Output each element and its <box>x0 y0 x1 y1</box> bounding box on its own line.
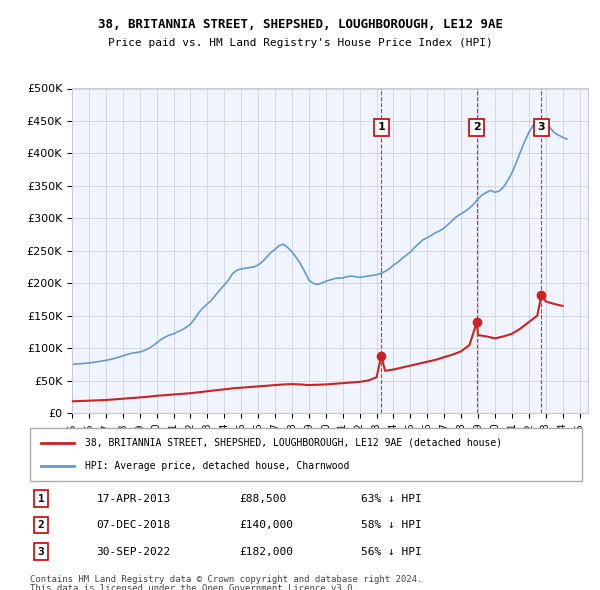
Text: 2: 2 <box>473 123 481 132</box>
Text: 17-APR-2013: 17-APR-2013 <box>96 494 170 504</box>
Text: 2: 2 <box>38 520 44 530</box>
Text: £182,000: £182,000 <box>240 546 294 556</box>
Text: 1: 1 <box>377 123 385 132</box>
Text: 1: 1 <box>38 494 44 504</box>
Text: 38, BRITANNIA STREET, SHEPSHED, LOUGHBOROUGH, LE12 9AE (detached house): 38, BRITANNIA STREET, SHEPSHED, LOUGHBOR… <box>85 438 502 448</box>
Text: 56% ↓ HPI: 56% ↓ HPI <box>361 546 422 556</box>
Text: HPI: Average price, detached house, Charnwood: HPI: Average price, detached house, Char… <box>85 461 350 471</box>
Text: 58% ↓ HPI: 58% ↓ HPI <box>361 520 422 530</box>
Text: 3: 3 <box>538 123 545 132</box>
Text: 07-DEC-2018: 07-DEC-2018 <box>96 520 170 530</box>
Text: 3: 3 <box>38 546 44 556</box>
FancyBboxPatch shape <box>30 428 582 481</box>
Text: Contains HM Land Registry data © Crown copyright and database right 2024.: Contains HM Land Registry data © Crown c… <box>30 575 422 584</box>
Text: 30-SEP-2022: 30-SEP-2022 <box>96 546 170 556</box>
Text: 38, BRITANNIA STREET, SHEPSHED, LOUGHBOROUGH, LE12 9AE: 38, BRITANNIA STREET, SHEPSHED, LOUGHBOR… <box>97 18 503 31</box>
Text: 63% ↓ HPI: 63% ↓ HPI <box>361 494 422 504</box>
Text: This data is licensed under the Open Government Licence v3.0.: This data is licensed under the Open Gov… <box>30 584 358 590</box>
Text: Price paid vs. HM Land Registry's House Price Index (HPI): Price paid vs. HM Land Registry's House … <box>107 38 493 48</box>
Text: £140,000: £140,000 <box>240 520 294 530</box>
Text: £88,500: £88,500 <box>240 494 287 504</box>
